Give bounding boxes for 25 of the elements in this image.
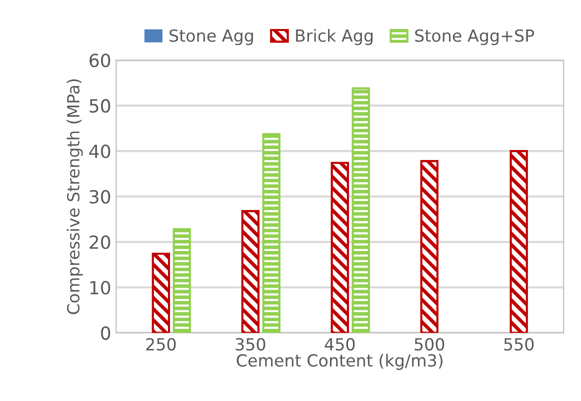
- x-axis-title: Cement Content (kg/m3): [236, 354, 442, 370]
- y-tick-label: 30: [90, 190, 110, 204]
- y-tick-label: 20: [90, 235, 110, 250]
- bar: [241, 210, 260, 333]
- x-tick-label: 250: [146, 338, 176, 351]
- x-tick-label: 450: [324, 338, 355, 351]
- y-tick-label: 60: [90, 54, 110, 68]
- y-tick-label: 10: [90, 280, 110, 294]
- bar: [420, 160, 438, 333]
- x-tick-label: 550: [504, 338, 534, 351]
- bar: [352, 87, 370, 333]
- legend-label: Stone Agg+SP: [415, 29, 534, 46]
- y-axis-title: Compressive Strength (MPa): [66, 79, 83, 314]
- y-tick-label: 50: [90, 99, 110, 113]
- y-tick-label: 40: [89, 144, 110, 158]
- bar: [152, 252, 170, 333]
- legend-label: Brick Agg: [296, 29, 373, 46]
- y-tick-label: 0: [101, 326, 110, 340]
- bar: [510, 150, 528, 333]
- bar: [172, 228, 191, 333]
- x-tick-label: 350: [236, 338, 266, 351]
- bar: [262, 133, 280, 333]
- legend-label: Stone Agg: [170, 29, 253, 46]
- bar: [330, 162, 349, 333]
- x-tick-label: 500: [414, 338, 444, 351]
